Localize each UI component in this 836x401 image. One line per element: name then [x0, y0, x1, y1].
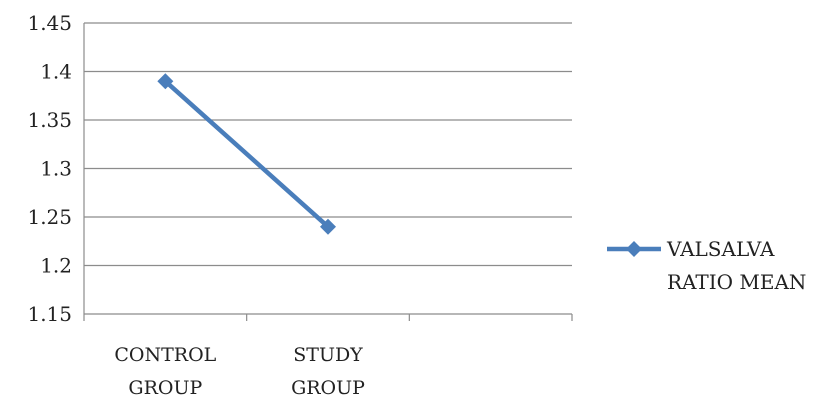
y-tick-label: 1.3	[40, 157, 72, 181]
y-tick-label: 1.45	[27, 11, 72, 35]
series-layer	[157, 73, 336, 235]
data-point-marker	[320, 218, 336, 235]
x-category-label: GROUP	[291, 377, 365, 399]
x-category-label: GROUP	[128, 377, 202, 399]
y-axis-tick-labels: 1.15 1.2 1.25 1.3 1.35 1.4 1.45	[27, 11, 72, 326]
gridlines	[84, 22, 572, 315]
legend-marker	[626, 241, 642, 257]
legend-label: RATIO MEAN	[667, 270, 806, 294]
y-tick-label: 1.15	[27, 302, 72, 326]
series-line	[163, 78, 331, 229]
legend-label: VALSALVA	[666, 237, 775, 261]
x-category-label: CONTROL	[114, 344, 216, 366]
y-tick-label: 1.4	[40, 60, 72, 84]
y-tick-label: 1.2	[40, 254, 72, 278]
y-tick-label: 1.25	[27, 205, 72, 229]
legend: VALSALVA RATIO MEAN	[607, 237, 806, 294]
data-point-marker	[157, 73, 174, 90]
x-axis: CONTROL GROUP STUDY GROUP	[83, 23, 573, 399]
y-tick-label: 1.35	[27, 108, 72, 132]
x-category-label: STUDY	[293, 344, 363, 366]
